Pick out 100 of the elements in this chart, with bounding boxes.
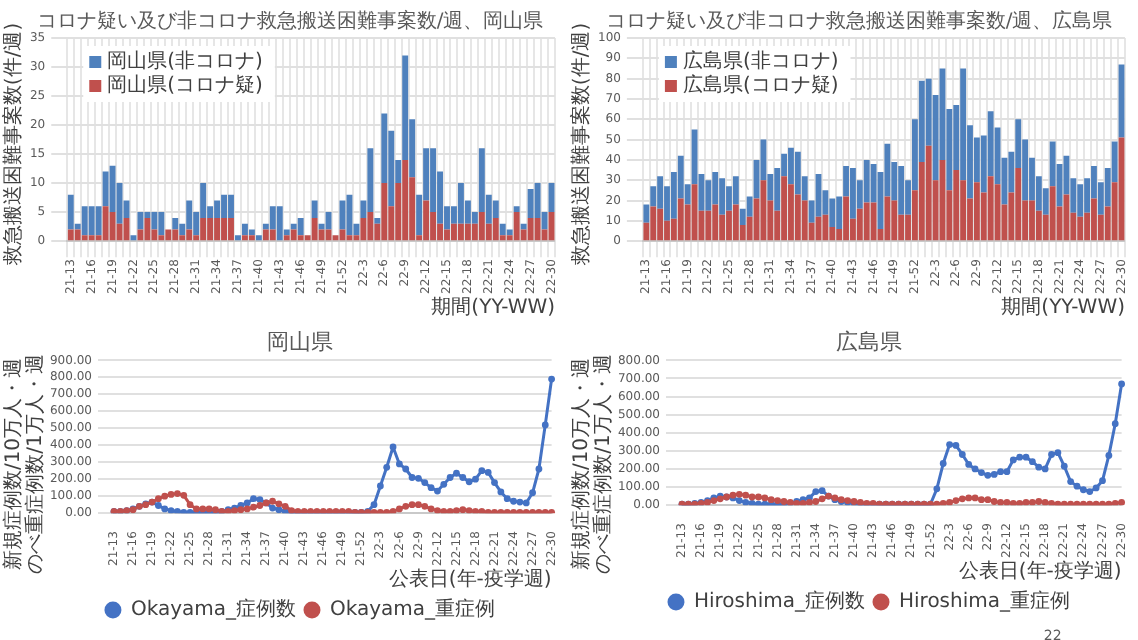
bar [534, 217, 541, 241]
bar [200, 217, 207, 241]
bar [228, 194, 234, 218]
bar [255, 235, 262, 241]
y-axis-title: 救急搬送困難事案数(件/週) [1, 22, 26, 268]
bar [311, 200, 318, 218]
bar [677, 198, 684, 241]
bar [884, 196, 891, 241]
bar [781, 176, 787, 241]
bar [850, 168, 856, 219]
legend-label: Hiroshima_重症例 [899, 589, 1071, 614]
x-axis-title: 期間(YY-WW) [431, 295, 556, 320]
bar [457, 183, 464, 224]
bar [726, 210, 732, 241]
bar [95, 206, 102, 236]
bar [492, 217, 499, 241]
y-axis-title: 救急搬送困難事案数(件/週) [569, 22, 594, 268]
bar [81, 206, 88, 236]
bar [311, 217, 318, 241]
bar [67, 229, 74, 241]
bar [499, 223, 506, 236]
bar [137, 212, 144, 230]
bar [88, 235, 95, 241]
bar [297, 217, 304, 236]
bar [325, 212, 332, 230]
bar [527, 188, 534, 218]
bar [186, 200, 193, 230]
bar [464, 223, 471, 241]
legend-label: 岡山県(コロナ疑) [107, 73, 264, 98]
bar [214, 200, 221, 218]
bar [457, 223, 464, 241]
bar [88, 206, 95, 236]
x-axis-title: 公表日(年-疫学週) [958, 559, 1122, 584]
bar [801, 200, 808, 241]
bar [1063, 194, 1070, 241]
bar [1077, 184, 1084, 217]
bar [1049, 186, 1056, 241]
bar [829, 198, 836, 227]
bar [381, 183, 388, 241]
bar [144, 217, 151, 241]
bar [290, 223, 297, 230]
bar [520, 223, 527, 230]
bar [953, 170, 960, 241]
bar [987, 176, 994, 241]
bar [402, 159, 409, 241]
bar [276, 206, 283, 241]
bar [81, 235, 88, 241]
bar [151, 212, 158, 230]
legend-label: 広島県(非コロナ) [682, 49, 839, 74]
bar [788, 184, 794, 241]
bar [228, 217, 234, 241]
bar [794, 151, 801, 195]
chart-title: 岡山県 [267, 328, 333, 355]
bar [843, 196, 849, 241]
legend-label: Hiroshima_症例数 [693, 589, 866, 614]
legend-label: Okayama_症例数 [130, 597, 296, 622]
chart-title: コロナ疑い及び非コロナ救急搬送困難事案数/週、広島県 [605, 9, 1113, 34]
bar [283, 235, 290, 241]
bar [360, 217, 367, 241]
x-axis-title: 期間(YY-WW) [1001, 295, 1126, 320]
bar [657, 208, 664, 241]
bar [822, 214, 829, 241]
bar [732, 204, 739, 241]
bar [732, 176, 739, 205]
bar [451, 223, 457, 241]
bar [74, 229, 81, 241]
bar [870, 202, 877, 241]
bar [221, 194, 227, 218]
bar [214, 217, 221, 241]
legend-label: 岡山県(非コロナ) [107, 49, 264, 74]
bar [102, 206, 109, 241]
bar [158, 212, 165, 236]
bar [856, 208, 863, 241]
bar [374, 217, 381, 224]
bar [221, 217, 227, 241]
y-axis-title: 新規症例数/10万人・週のべ重症例数/1万人・週 [1, 354, 48, 574]
bar [925, 145, 932, 241]
bar [67, 194, 74, 230]
bar [241, 223, 248, 236]
bar [478, 212, 485, 241]
bar [712, 204, 719, 241]
bar [102, 171, 109, 207]
bar [248, 235, 255, 241]
bar [650, 206, 657, 241]
bar [705, 210, 712, 241]
bar [241, 235, 248, 241]
bar [325, 229, 332, 241]
chart-title: 広島県 [836, 328, 902, 355]
bar [1015, 168, 1022, 241]
bar [898, 165, 905, 215]
bar [367, 148, 374, 213]
bar [719, 178, 726, 215]
bar [1077, 216, 1084, 241]
legend-label: 広島県(コロナ疑) [682, 73, 839, 98]
bar [158, 235, 165, 241]
bar [863, 159, 870, 203]
y-axis-title: 新規症例数/10万人・週のべ重症例数/1万人・週 [569, 354, 616, 574]
bar [172, 229, 179, 241]
bar [705, 180, 712, 211]
bar [863, 202, 870, 241]
